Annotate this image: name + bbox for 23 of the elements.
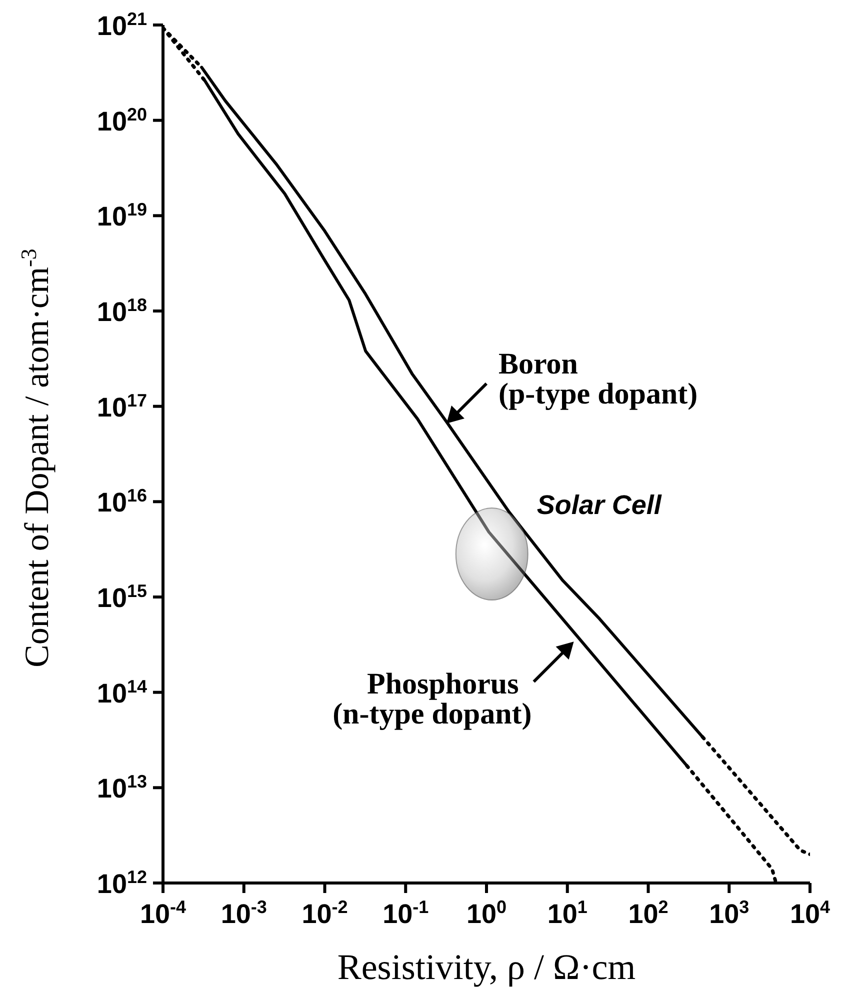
y-tick-label: 10$^{13}$	[96, 772, 147, 804]
x-tick-label: 10$^{-2}$	[302, 897, 348, 929]
x-tick-label: 10$^{-3}$	[220, 897, 267, 929]
x-axis-title: Resistivity, ρ / Ω·cm	[337, 947, 636, 987]
annotation: Boron (p-type dopant)	[498, 348, 698, 411]
y-tick-label: 10$^{12}$	[96, 867, 147, 899]
y-tick-label: 10$^{18}$	[96, 295, 147, 327]
y-tick-label: 10$^{20}$	[96, 104, 147, 136]
y-tick-label: 10$^{14}$	[96, 676, 147, 708]
annotation: Phosphorus (n-type dopant)	[332, 668, 532, 731]
x-tick-label: 10$^{0}$	[466, 897, 507, 929]
x-tick-label: 10$^{-4}$	[140, 897, 186, 929]
y-tick-label: 10$^{16}$	[96, 486, 147, 518]
x-tick-label: 10$^{3}$	[709, 897, 750, 929]
y-tick-label: 10$^{17}$	[96, 390, 147, 422]
x-tick-label: 10$^{-1}$	[382, 897, 429, 929]
y-tick-label: 10$^{21}$	[96, 9, 147, 41]
x-tick-label: 10$^{2}$	[628, 897, 668, 929]
x-tick-label: 10$^{4}$	[790, 897, 830, 929]
y-tick-label: 10$^{15}$	[96, 581, 147, 613]
annotation: Solar Cell	[536, 490, 662, 520]
x-tick-label: 10$^{1}$	[547, 897, 588, 929]
y-tick-label: 10$^{19}$	[96, 200, 147, 232]
